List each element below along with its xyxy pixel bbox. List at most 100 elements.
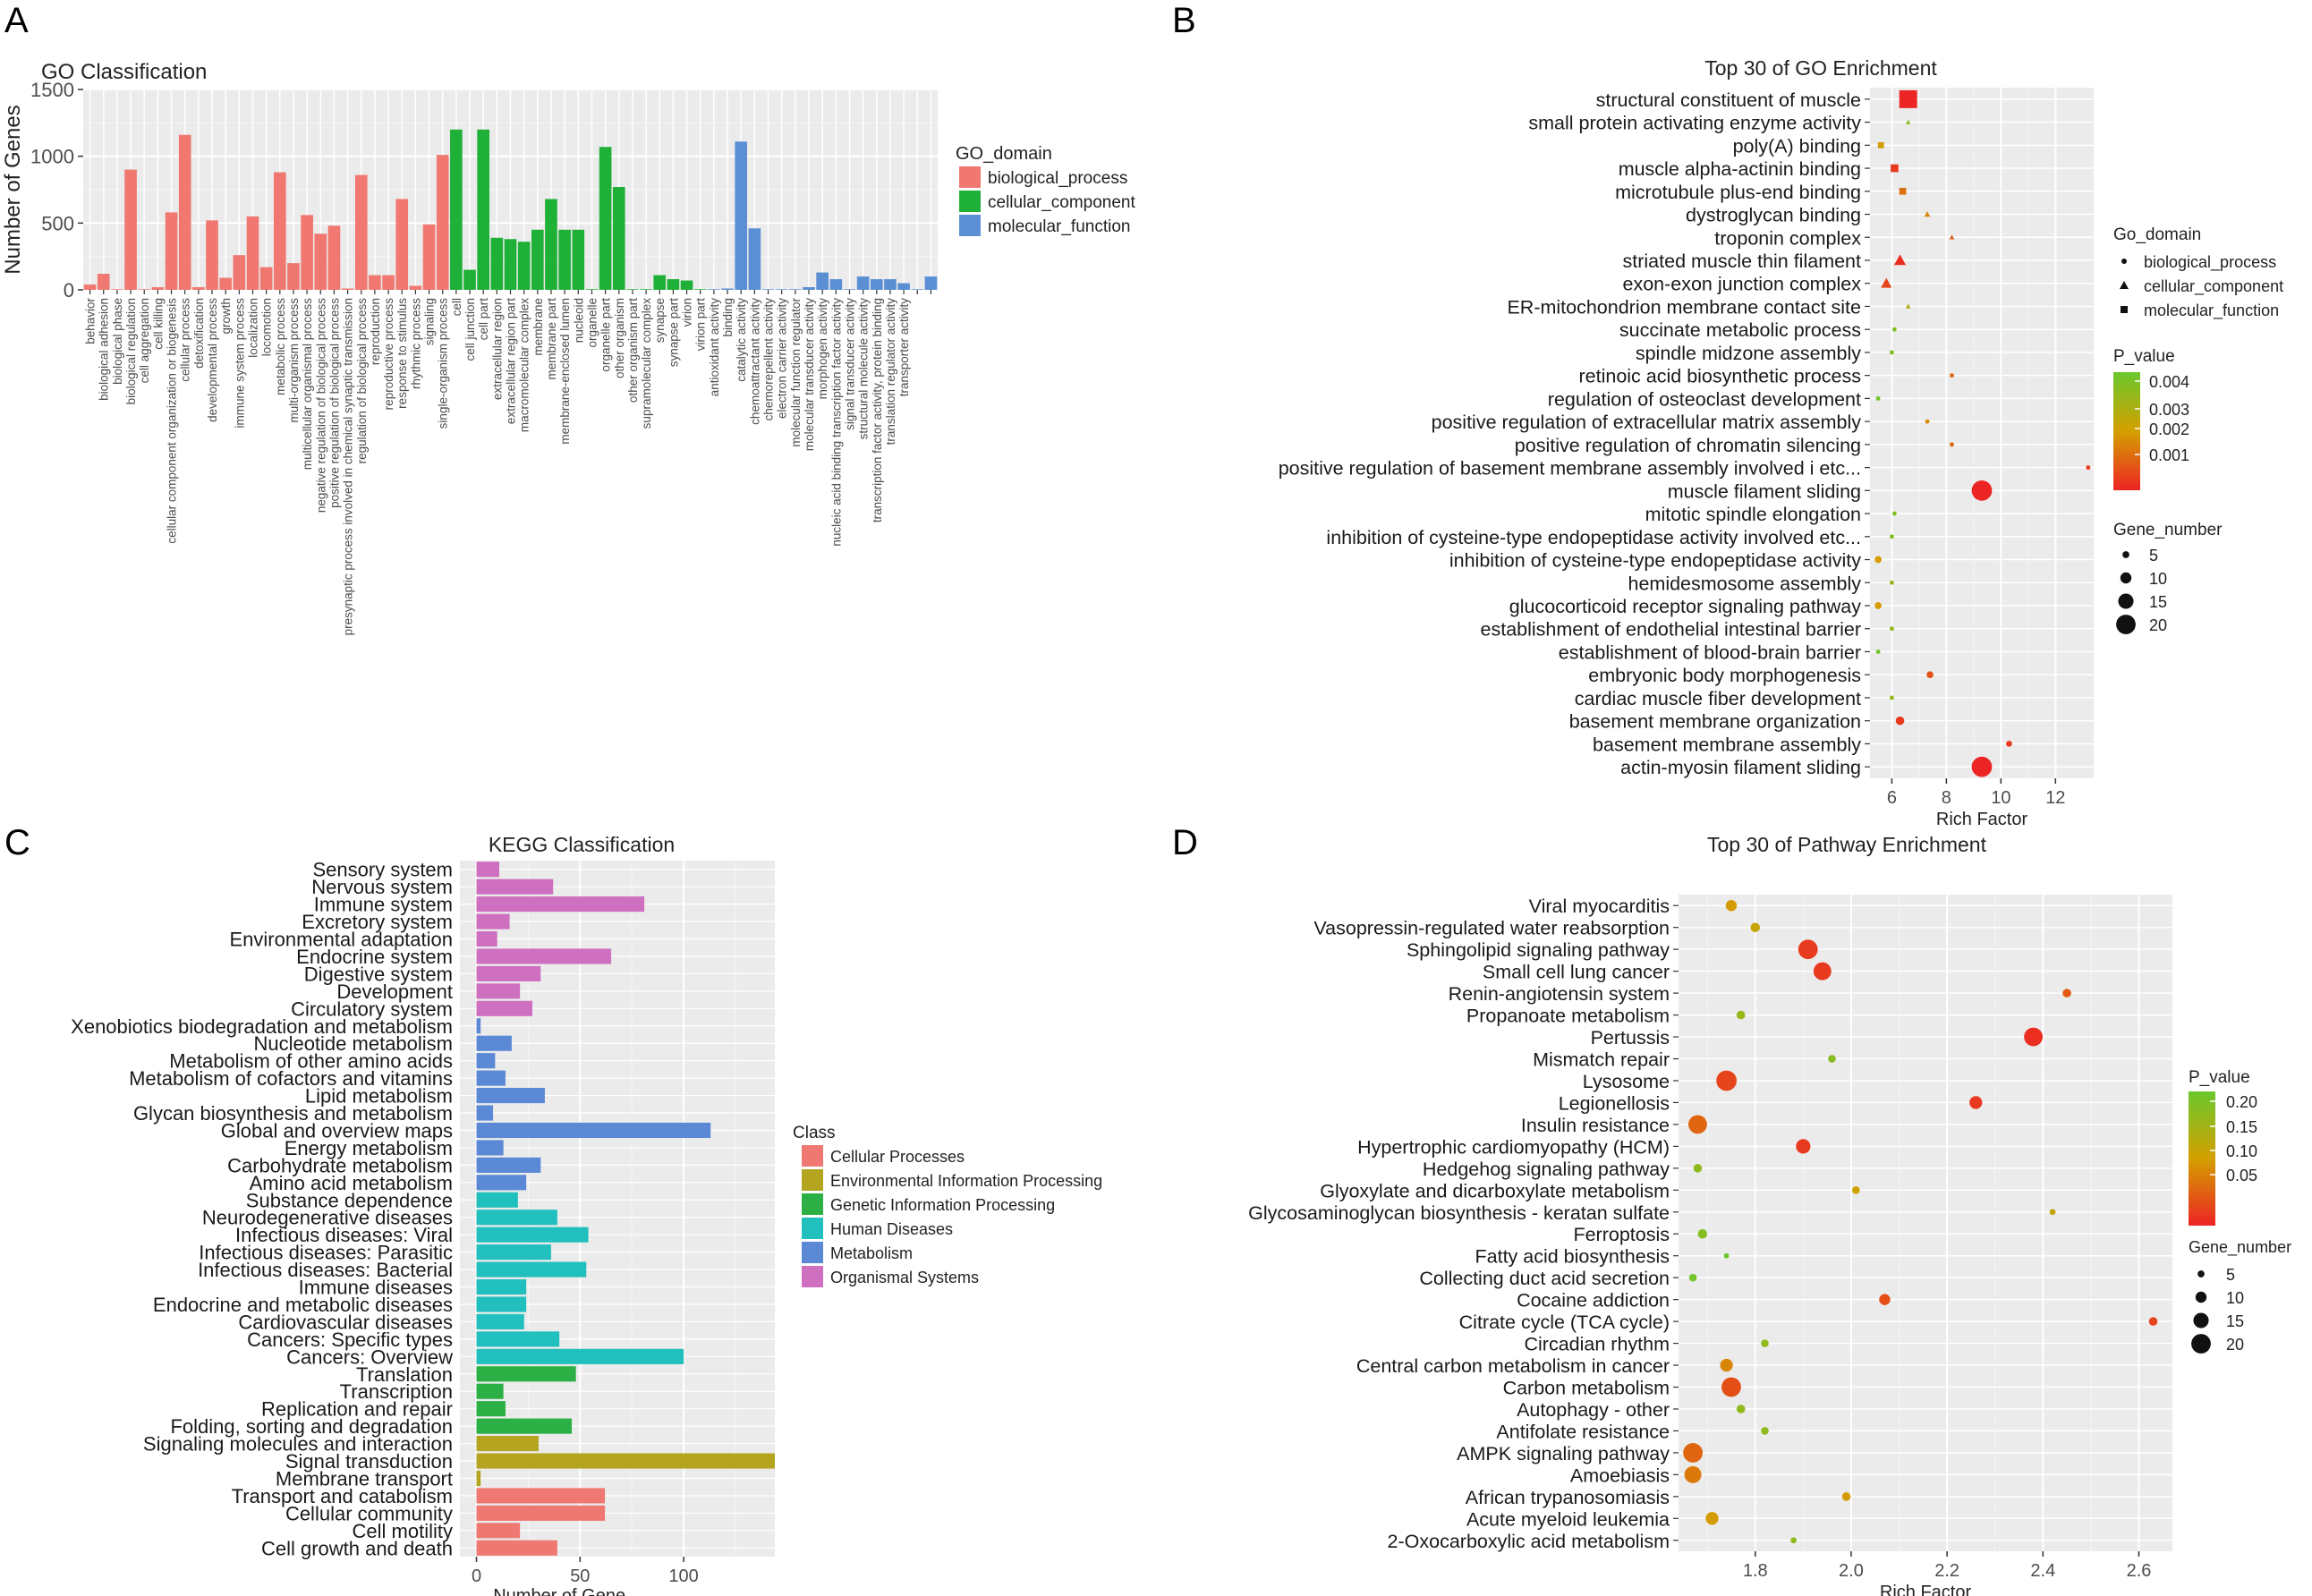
bar <box>476 1105 494 1121</box>
chart-title: KEGG Classification <box>489 833 675 856</box>
pathway-label: Propanoate metabolism <box>1466 1006 1670 1027</box>
x-tick-label: nucleoid <box>572 298 585 343</box>
bar <box>856 276 870 290</box>
legend-swatch <box>802 1218 823 1239</box>
bar <box>111 289 123 290</box>
x-tick-label: presynaptic process involved in chemical… <box>342 298 355 635</box>
term-label: inhibition of cysteine-type endopeptidas… <box>1449 550 1861 572</box>
x-tick-label: morphogen activity <box>816 298 829 400</box>
x-tick-label: membrane part <box>545 298 558 380</box>
legend-label: Metabolism <box>830 1244 913 1262</box>
bar <box>897 283 910 290</box>
bar <box>476 930 497 947</box>
chart-title: Top 30 of Pathway Enrichment <box>1707 833 1987 856</box>
term-label: glucocorticoid receptor signaling pathwa… <box>1509 596 1861 617</box>
x-tick-label: organelle <box>585 298 599 348</box>
color-bar <box>2189 1091 2215 1226</box>
bar <box>476 1313 524 1329</box>
bar <box>476 1035 512 1051</box>
data-point-circle <box>1790 1537 1798 1544</box>
term-label: mitotic spindle elongation <box>1645 504 1861 525</box>
x-tick-label: biological regulation <box>124 298 138 404</box>
legend-swatch <box>802 1169 823 1191</box>
legend-size-circle <box>2120 572 2132 584</box>
data-point-circle <box>1895 716 1905 726</box>
y-tick-label: 1500 <box>30 79 74 101</box>
data-point-square <box>1877 141 1884 149</box>
category-label: Environmental adaptation <box>230 929 454 951</box>
data-point-triangle <box>1905 303 1911 309</box>
x-tick-label: binding <box>721 298 735 337</box>
bar <box>178 134 191 290</box>
legend-size-circle <box>2191 1334 2211 1354</box>
bar <box>314 233 327 290</box>
x-tick-label: multicellular organismal process <box>301 298 314 470</box>
category-label: Cancers: Overview <box>286 1346 453 1368</box>
term-label: muscle alpha-actinin binding <box>1619 158 1861 180</box>
bar <box>476 1401 506 1417</box>
data-point-circle <box>1720 1358 1733 1372</box>
pathway-label: Viral myocarditis <box>1529 896 1670 917</box>
legend-label: 5 <box>2226 1266 2235 1284</box>
bar <box>476 1348 684 1364</box>
pathway-label: Carbon metabolism <box>1503 1378 1670 1399</box>
x-tick-label: 1.8 <box>1743 1561 1768 1581</box>
y-axis-title: Number of Genes <box>1 105 25 274</box>
pathway-label: Legionellosis <box>1559 1092 1670 1114</box>
x-tick-label: supramolecular complex <box>640 298 653 429</box>
legend-label: molecular_function <box>988 217 1130 236</box>
bar <box>599 147 612 290</box>
category-label: Excretory system <box>302 911 453 933</box>
x-tick-label: cell <box>450 298 463 316</box>
data-point-circle <box>1688 1273 1697 1282</box>
bar <box>476 1157 541 1173</box>
x-tick-label: extracellular region <box>490 298 504 400</box>
data-point-circle <box>1950 373 1954 378</box>
bar <box>422 224 436 290</box>
x-tick-label: single-organism process <box>437 298 450 429</box>
legend-swatch <box>802 1242 823 1263</box>
term-label: dystroglycan binding <box>1686 205 1861 226</box>
bar <box>476 1175 527 1191</box>
legend-title: P_value <box>2113 347 2175 366</box>
bar <box>476 1278 527 1295</box>
pathway-label: Insulin resistance <box>1521 1115 1670 1136</box>
x-tick-label: locomotion <box>260 298 274 356</box>
bar <box>626 289 639 290</box>
legend-label: 15 <box>2149 593 2167 611</box>
pathway-label: African trypanosomiasis <box>1466 1487 1670 1508</box>
bar <box>476 879 554 895</box>
x-tick-label: 2.6 <box>2127 1561 2152 1581</box>
x-tick-label: molecular function regulator <box>789 298 803 447</box>
x-axis-title: Rich Factor <box>1936 810 2028 829</box>
x-tick-label: membrane <box>531 298 545 356</box>
pathway-label: Small cell lung cancer <box>1483 962 1670 983</box>
data-point-circle <box>1716 1070 1737 1091</box>
category-label: Cancers: Specific types <box>247 1329 453 1351</box>
bar <box>477 129 490 290</box>
category-label: Infectious diseases: Viral <box>235 1224 453 1246</box>
category-label: Neurodegenerative diseases <box>202 1207 453 1229</box>
legend-label: 15 <box>2226 1312 2244 1330</box>
data-point-circle <box>1725 900 1738 912</box>
data-point-triangle <box>1905 119 1911 124</box>
x-tick-label: chemorepellent activity <box>762 298 776 421</box>
category-label: Endocrine system <box>296 946 453 968</box>
bar <box>395 199 409 290</box>
x-tick-label: electron carrier activity <box>776 298 789 419</box>
bar <box>558 229 571 290</box>
bar <box>476 1366 576 1382</box>
category-label: Signaling molecules and interaction <box>143 1433 453 1456</box>
term-label: striated muscle thin filament <box>1623 250 1861 272</box>
legend-swatch <box>959 191 981 212</box>
bar <box>748 228 761 290</box>
category-label: Infectious diseases: Parasitic <box>199 1242 453 1264</box>
x-tick-label: 100 <box>668 1566 698 1586</box>
legend-label: molecular_function <box>2144 301 2279 320</box>
term-label: hemidesmosome assembly <box>1628 573 1862 594</box>
x-tick-label: signaling <box>423 298 437 345</box>
data-point-circle <box>1697 1228 1708 1239</box>
data-point-square <box>1899 187 1907 195</box>
bar <box>884 279 897 290</box>
color-bar <box>2113 372 2140 490</box>
